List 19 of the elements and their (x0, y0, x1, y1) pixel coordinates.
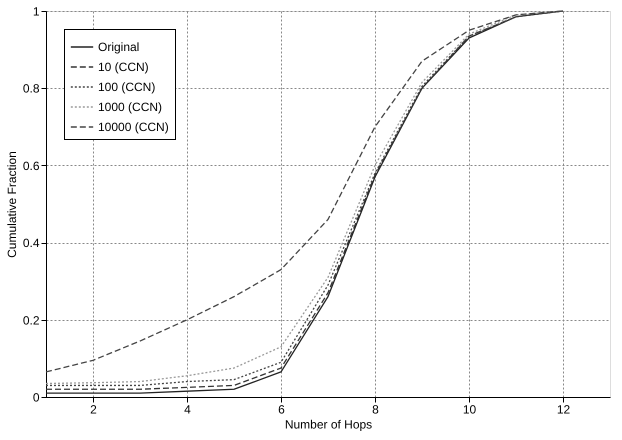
y-tick-label: 0.8 (22, 82, 40, 96)
legend-label: 100 (CCN) (98, 80, 156, 94)
legend-label: 10 (CCN) (98, 60, 149, 74)
y-tick-label: 0.4 (22, 236, 40, 250)
y-axis-title: Cumulative Fraction (4, 151, 19, 258)
y-tick-label: 0.2 (22, 313, 40, 328)
legend-label: 1000 (CCN) (98, 100, 162, 114)
x-tick-label: 8 (372, 402, 380, 416)
legend-label: Original (98, 40, 140, 54)
y-tick-label: 1 (32, 4, 40, 18)
x-tick-label: 10 (462, 402, 476, 416)
x-tick-label: 4 (184, 402, 192, 416)
y-tick-label: 0 (32, 390, 40, 404)
legend-label: 10000 (CCN) (98, 120, 169, 134)
x-tick-label: 12 (556, 402, 570, 416)
x-tick-label: 2 (90, 402, 98, 416)
x-tick-label: 6 (278, 402, 286, 416)
y-tick-label: 0.6 (22, 158, 40, 173)
x-axis-title: Number of Hops (284, 418, 372, 432)
